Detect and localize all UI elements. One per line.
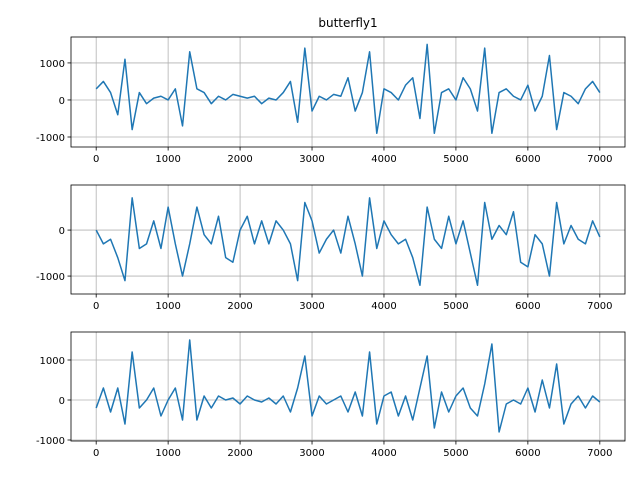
y-tick-label: 1000: [40, 356, 65, 367]
y-tick-label: -1000: [36, 436, 65, 447]
x-tick-label: 5000: [443, 154, 468, 165]
axes-frame: [70, 184, 626, 295]
x-tick-label: 3000: [299, 154, 324, 165]
line-series: [95, 339, 601, 433]
x-tick-label: 7000: [587, 448, 612, 459]
x-tick-label: 0: [93, 154, 99, 165]
x-tick-label: 4000: [371, 154, 396, 165]
x-tick-label: 0: [93, 448, 99, 459]
x-tick-label: 3000: [299, 301, 324, 312]
x-tick-label: 0: [93, 301, 99, 312]
x-tick-label: 2000: [227, 448, 252, 459]
x-tick-label: 1000: [155, 154, 180, 165]
y-tick-label: 0: [59, 226, 65, 237]
x-tick-label: 6000: [515, 448, 540, 459]
chart-title: butterfly1: [318, 16, 377, 30]
x-tick-label: 5000: [443, 448, 468, 459]
axes-frame: [70, 36, 626, 148]
x-tick-label: 7000: [587, 154, 612, 165]
x-tick-label: 4000: [371, 448, 396, 459]
y-tick-label: 0: [59, 96, 65, 107]
y-tick-label: -1000: [36, 272, 65, 283]
x-tick-label: 1000: [155, 448, 180, 459]
line-series: [95, 43, 601, 135]
line-series: [95, 197, 601, 287]
x-tick-label: 1000: [155, 301, 180, 312]
x-tick-label: 4000: [371, 301, 396, 312]
x-tick-label: 2000: [227, 154, 252, 165]
x-tick-label: 6000: [515, 301, 540, 312]
y-tick-label: 0: [59, 396, 65, 407]
x-tick-label: 6000: [515, 154, 540, 165]
x-tick-label: 7000: [587, 301, 612, 312]
x-tick-label: 5000: [443, 301, 468, 312]
axes-frame: [70, 331, 626, 442]
x-tick-label: 2000: [227, 301, 252, 312]
y-tick-label: 1000: [40, 59, 65, 70]
y-tick-label: -1000: [36, 133, 65, 144]
x-tick-label: 3000: [299, 448, 324, 459]
